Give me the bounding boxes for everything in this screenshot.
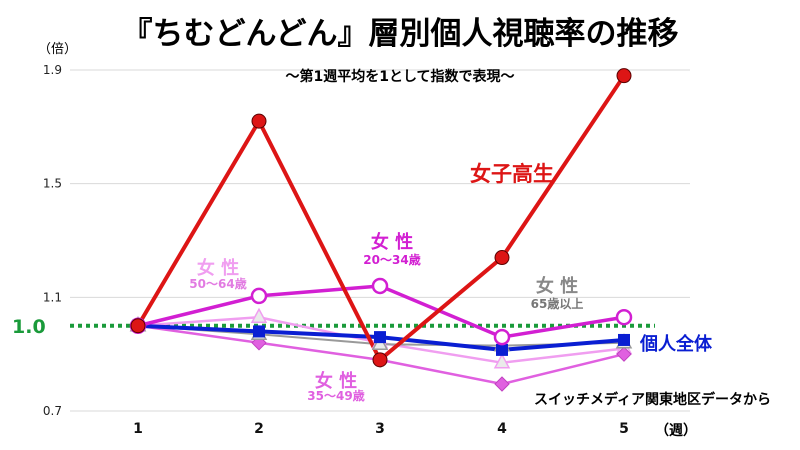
label-all: 個人全体 <box>640 334 712 355</box>
data-point <box>251 113 267 129</box>
data-point <box>250 307 268 323</box>
data-point <box>616 346 632 362</box>
y-tick-label: 0.7 <box>43 404 62 418</box>
data-point <box>493 328 511 346</box>
label-f2034-age: 20〜34歳 <box>363 253 421 267</box>
data-point <box>371 277 389 295</box>
data-point <box>253 325 265 338</box>
data-point <box>618 333 630 346</box>
data-point <box>250 287 268 305</box>
chart-title: 『ちむどんどん』層別個人視聴率の推移 <box>121 16 679 52</box>
y-tick-label: 1.5 <box>43 177 62 191</box>
data-point <box>616 68 632 84</box>
label-f3549-title: 女 性 <box>314 371 358 392</box>
data-point <box>493 353 511 369</box>
x-tick-label: 4 <box>497 421 507 437</box>
baseline-label: 1.0 <box>12 316 46 338</box>
label-f5064-title: 女 性 <box>196 258 240 279</box>
label-f65-title: 女 性 <box>535 276 579 297</box>
y-tick-label: 1.1 <box>43 290 62 304</box>
data-source-note: スイッチメディア関東地区データから <box>534 392 772 408</box>
x-tick-label: 5 <box>619 421 629 437</box>
data-point <box>496 343 508 356</box>
data-point <box>372 352 388 368</box>
x-tick-label: 2 <box>254 421 264 437</box>
x-tick-label: 3 <box>375 421 385 437</box>
label-jk: 女子高生 <box>470 162 554 186</box>
x-axis-unit: （週） <box>655 423 697 439</box>
chart-subtitle: ～第1週平均を1として指数で表現～ <box>285 69 515 85</box>
data-point <box>494 250 510 266</box>
data-point <box>615 308 633 326</box>
label-f3549-age: 35〜49歳 <box>307 389 365 403</box>
x-tick-label: 1 <box>133 421 143 437</box>
data-point <box>494 376 510 392</box>
label-f2034-title: 女 性 <box>370 232 414 253</box>
y-axis-unit: （倍） <box>38 42 78 57</box>
y-tick-label: 1.9 <box>43 63 62 77</box>
label-f5064-age: 50〜64歳 <box>189 277 247 291</box>
series-line <box>136 74 626 362</box>
data-point <box>374 331 386 344</box>
label-f65-age: 65歳以上 <box>530 297 584 311</box>
data-point <box>130 318 146 334</box>
